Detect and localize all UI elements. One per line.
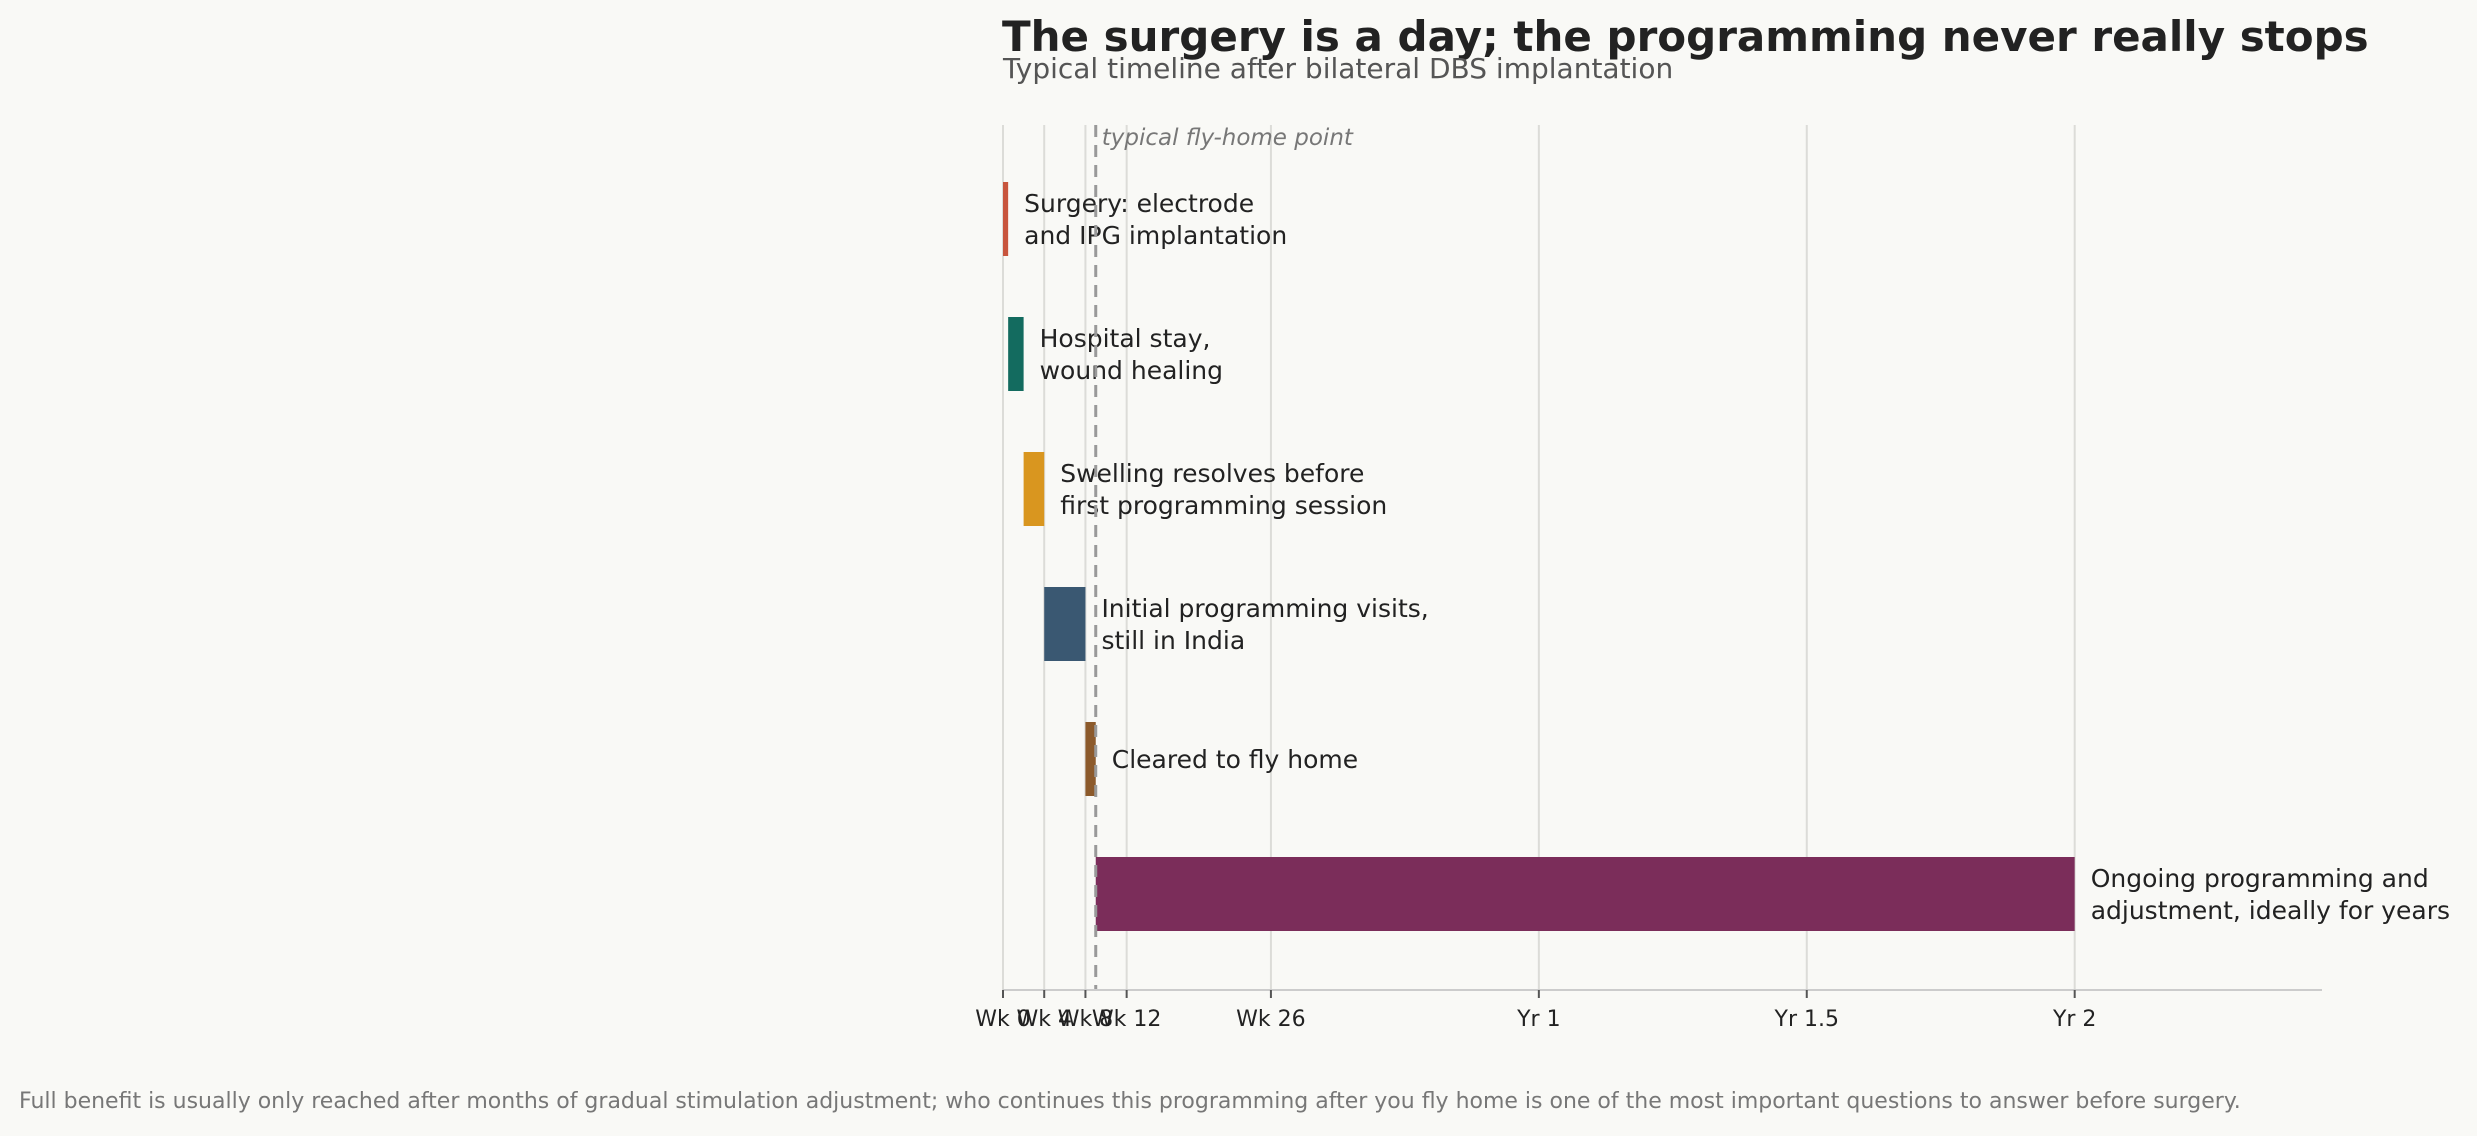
- bar-label: Swelling resolves before: [1060, 459, 1364, 488]
- timeline-bar: [1095, 857, 2075, 931]
- bar-label: Hospital stay,: [1040, 324, 1211, 353]
- x-tick-label: Yr 1.5: [1774, 1007, 1839, 1032]
- bar-label: first programming session: [1060, 491, 1387, 520]
- bar-label: Cleared to fly home: [1112, 745, 1358, 774]
- x-tick-label: Wk 12: [1092, 1007, 1161, 1032]
- chart-footnote: Full benefit is usually only reached aft…: [19, 1089, 2241, 1114]
- reference-layer: typical fly-home point: [1094, 125, 1354, 990]
- x-tick-label: Wk 0: [975, 1007, 1030, 1032]
- bar-label: Ongoing programming and: [2091, 864, 2429, 893]
- timeline-bar: [1003, 182, 1009, 256]
- bars-layer: Surgery: electrode and IPG implantation Ho…: [1003, 182, 2450, 931]
- timeline-bar: [1085, 722, 1096, 796]
- bar-label: still in India: [1101, 626, 1245, 655]
- grid-layer: [1002, 125, 2076, 990]
- timeline-bar: [1023, 452, 1045, 526]
- chart-subtitle: Typical timeline after bilateral DBS imp…: [1003, 52, 1674, 85]
- bar-label: adjustment, ideally for years: [2091, 896, 2450, 925]
- timeline-bar: [1044, 587, 1086, 661]
- chart-title: The surgery is a day; the programming ne…: [1002, 12, 2369, 61]
- timeline-bar: [1008, 317, 1024, 391]
- x-tick-label: Yr 2: [2052, 1007, 2096, 1032]
- bar-label: wound healing: [1040, 356, 1223, 385]
- bar-label: Initial programming visits,: [1101, 594, 1428, 623]
- x-axis: Wk 0Wk 4Wk 8Wk 12 Wk 26 Yr 1 Yr 1.5 Yr 2: [975, 989, 2322, 1032]
- reference-line-label: typical fly-home point: [1102, 125, 1354, 151]
- x-tick-label: Wk 4: [1016, 1007, 1071, 1032]
- x-tick-label: Wk 26: [1236, 1007, 1305, 1032]
- bar-label: and IPG implantation: [1024, 221, 1287, 250]
- bar-label: Surgery: electrode: [1024, 189, 1254, 218]
- x-tick-label: Yr 1: [1516, 1007, 1560, 1032]
- x-tick-label: Wk 8: [1058, 1007, 1113, 1032]
